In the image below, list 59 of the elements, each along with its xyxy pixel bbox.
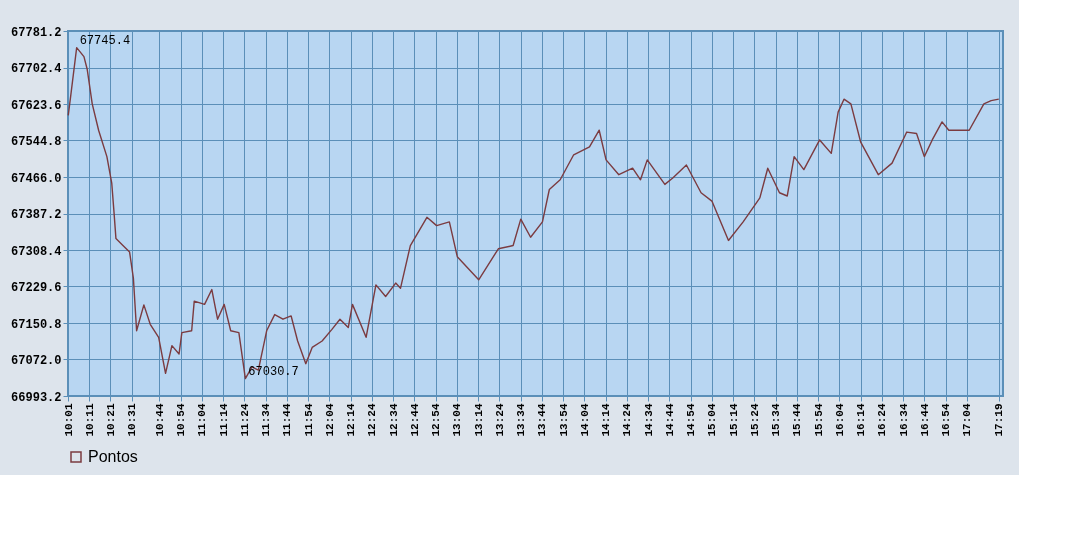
x-tick-label: 10:54 bbox=[175, 403, 188, 437]
y-tick-label: 67150.8 bbox=[11, 317, 62, 332]
x-tick-label: 15:44 bbox=[791, 403, 804, 437]
x-tick-label: 16:14 bbox=[855, 403, 868, 437]
x-tick-label: 13:24 bbox=[493, 403, 506, 437]
x-tick-label: 10:11 bbox=[83, 403, 96, 437]
x-tick-label: 12:04 bbox=[323, 403, 336, 437]
y-tick-label: 67229.6 bbox=[11, 281, 62, 295]
x-tick-label: 11:44 bbox=[281, 403, 294, 437]
y-tick-label: 67702.4 bbox=[11, 62, 62, 76]
annotation: 67030.7 bbox=[248, 364, 299, 379]
x-tick-label: 13:44 bbox=[536, 403, 549, 437]
x-tick-label: 15:24 bbox=[748, 403, 761, 437]
line-series bbox=[67, 46, 1000, 380]
x-tick-label: 15:34 bbox=[770, 403, 783, 437]
x-tick-label: 14:14 bbox=[600, 403, 613, 437]
y-tick-label: 66993.2 bbox=[11, 390, 62, 405]
y-tick-label: 67466.0 bbox=[11, 171, 62, 186]
x-tick-label: 16:44 bbox=[918, 403, 931, 437]
x-tick-label: 16:34 bbox=[897, 403, 910, 437]
x-tick-label: 14:24 bbox=[621, 403, 634, 437]
x-tick-label: 10:21 bbox=[104, 403, 117, 437]
x-tick-label: 15:54 bbox=[812, 403, 825, 437]
x-tick-label: 17:04 bbox=[961, 403, 974, 437]
x-tick-label: 12:24 bbox=[366, 403, 379, 437]
y-tick-label: 67308.4 bbox=[11, 244, 62, 259]
x-tick-label: 14:44 bbox=[663, 403, 676, 437]
x-tick-label: 12:34 bbox=[387, 403, 400, 437]
x-tick-label: 10:44 bbox=[153, 403, 166, 437]
x-tick-label: 13:34 bbox=[515, 403, 528, 437]
x-tick-label: 10:31 bbox=[126, 403, 139, 437]
x-tick-label: 11:34 bbox=[260, 403, 273, 437]
x-tick-label: 15:14 bbox=[727, 403, 740, 437]
x-tick-label: 12:54 bbox=[430, 403, 443, 437]
x-tick-label: 12:14 bbox=[345, 403, 358, 437]
x-tick-label: 13:54 bbox=[557, 403, 570, 437]
x-tick-label: 13:14 bbox=[472, 403, 485, 437]
x-tick-label: 10:01 bbox=[62, 403, 75, 437]
x-tick-label: 14:04 bbox=[578, 403, 591, 437]
x-tick-label: 15:04 bbox=[706, 403, 719, 437]
x-tick-label: 17:19 bbox=[993, 403, 1006, 437]
x-tick-label: 16:54 bbox=[940, 403, 953, 437]
y-tick-label: 67387.2 bbox=[11, 208, 62, 222]
x-tick-label: 14:54 bbox=[685, 403, 698, 437]
x-tick-label: 16:04 bbox=[833, 403, 846, 437]
x-tick-label: 12:44 bbox=[408, 403, 421, 437]
x-tick-label: 16:24 bbox=[876, 403, 889, 437]
y-tick-label: 67623.6 bbox=[11, 98, 62, 113]
y-tick-label: 67072.0 bbox=[11, 354, 62, 368]
legend-label: Pontos bbox=[88, 448, 138, 465]
x-tick-label: 11:54 bbox=[302, 403, 315, 437]
x-tick-label: 13:04 bbox=[451, 403, 464, 437]
x-tick-label: 11:24 bbox=[238, 403, 251, 437]
x-tick-label: 14:34 bbox=[642, 403, 655, 437]
y-tick-label: 67781.2 bbox=[11, 25, 62, 40]
annotation: 67745.4 bbox=[79, 33, 131, 48]
x-tick-label: 11:04 bbox=[196, 403, 209, 437]
x-tick-label: 11:14 bbox=[217, 403, 230, 437]
y-tick-label: 67544.8 bbox=[11, 135, 62, 149]
